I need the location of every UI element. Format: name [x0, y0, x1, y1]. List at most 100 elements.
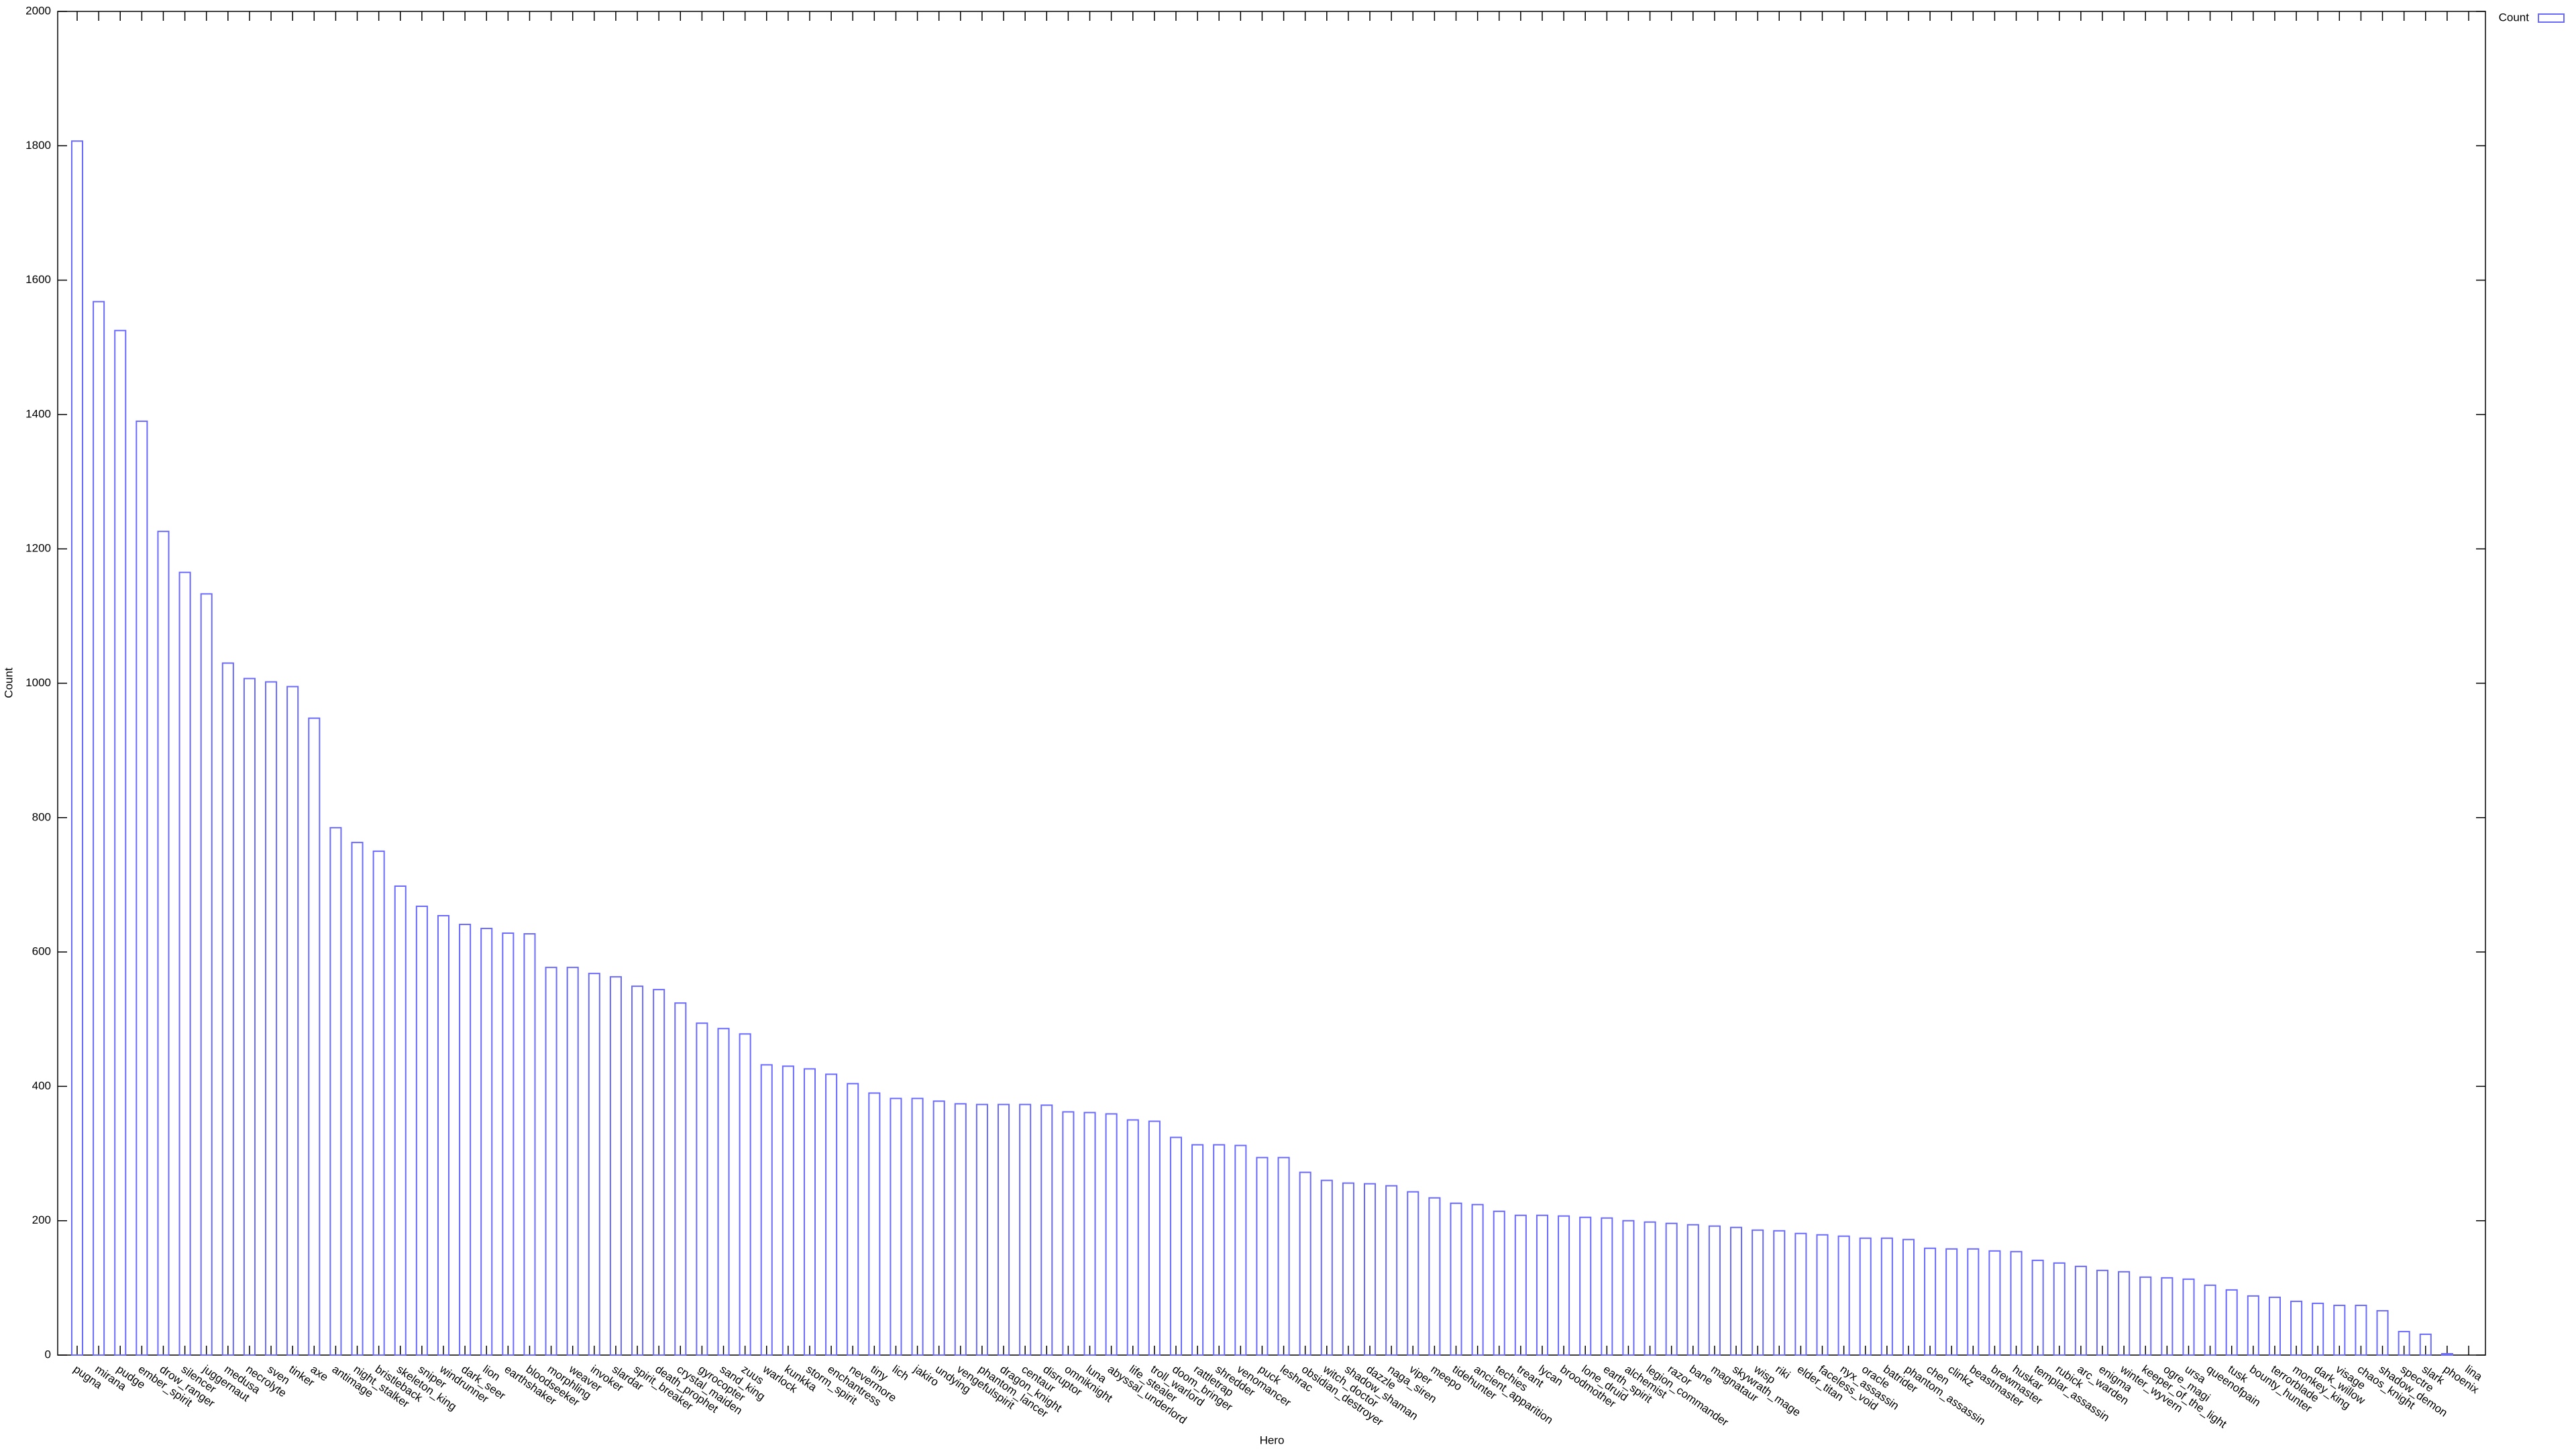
bar	[1752, 1229, 1764, 1356]
bar	[1837, 1235, 1850, 1356]
legend-label: Count	[2499, 11, 2530, 23]
bar	[1083, 1112, 1096, 1356]
bar	[459, 924, 472, 1356]
bar	[372, 850, 385, 1356]
y-tick-label: 1200	[25, 542, 51, 555]
bar	[2074, 1265, 2087, 1356]
bar	[847, 1083, 859, 1356]
bar	[1040, 1104, 1053, 1356]
bar	[2398, 1330, 2410, 1356]
bar	[1299, 1171, 1311, 1356]
bar	[825, 1073, 838, 1356]
y-tick-label: 2000	[25, 4, 51, 17]
bar	[739, 1033, 751, 1356]
bar	[1859, 1237, 1872, 1356]
bar	[1191, 1144, 1204, 1356]
bar	[178, 572, 191, 1356]
bar	[1169, 1136, 1183, 1356]
bar	[1493, 1210, 1505, 1356]
bar	[1794, 1232, 1807, 1356]
bar	[1988, 1250, 2001, 1356]
bar	[2139, 1276, 2152, 1356]
bar	[1967, 1248, 1980, 1356]
bar	[437, 915, 450, 1356]
bar	[1686, 1224, 1699, 1356]
y-tick-label: 400	[32, 1079, 51, 1092]
bar	[265, 681, 278, 1356]
legend-swatch	[2538, 13, 2565, 23]
bar	[911, 1097, 924, 1356]
bar	[93, 301, 105, 1356]
bar	[1902, 1238, 1915, 1356]
bar	[394, 885, 407, 1356]
bar	[868, 1092, 881, 1356]
bar	[286, 686, 299, 1356]
bar	[998, 1104, 1010, 1356]
bar	[782, 1065, 794, 1356]
bar	[954, 1103, 967, 1356]
bar	[975, 1104, 988, 1356]
bar	[1601, 1217, 1613, 1356]
bar	[2225, 1289, 2238, 1356]
bar	[2268, 1296, 2281, 1356]
y-tick-label: 1600	[25, 273, 51, 286]
bar	[1363, 1183, 1377, 1356]
bar	[609, 976, 622, 1356]
bar	[2419, 1333, 2432, 1356]
bar	[1945, 1248, 1958, 1356]
bar	[1342, 1182, 1354, 1356]
bar	[545, 967, 557, 1356]
bar	[1622, 1220, 1635, 1356]
y-tick-label: 1800	[25, 139, 51, 152]
bar	[1644, 1221, 1656, 1356]
bar	[502, 932, 515, 1356]
bar	[1708, 1225, 1721, 1356]
bar	[2312, 1302, 2324, 1356]
bar	[1816, 1234, 1829, 1356]
bar	[1450, 1202, 1462, 1356]
bar	[1558, 1215, 1570, 1356]
y-tick-label: 800	[32, 810, 51, 823]
x-tick-label: riki	[1773, 1362, 1792, 1381]
y-tick-label: 1000	[25, 676, 51, 689]
bar	[2440, 1352, 2453, 1356]
bar	[70, 140, 84, 1356]
bar	[631, 985, 644, 1356]
bar	[2161, 1277, 2174, 1356]
bar	[2053, 1262, 2065, 1356]
y-tick-label: 600	[32, 945, 51, 958]
bar	[200, 593, 213, 1356]
y-tick-label: 0	[45, 1348, 51, 1360]
bar	[1277, 1157, 1290, 1356]
bar	[1213, 1144, 1226, 1356]
bar	[136, 420, 148, 1356]
bar	[2096, 1269, 2109, 1356]
bar	[157, 531, 170, 1356]
bar	[588, 973, 600, 1356]
bar	[674, 1002, 687, 1356]
bar	[717, 1028, 730, 1356]
bar	[1019, 1104, 1032, 1356]
bar	[523, 933, 536, 1356]
bar	[1514, 1214, 1527, 1356]
plot-frame	[57, 11, 2486, 1356]
bar	[1579, 1216, 1592, 1356]
bar	[114, 329, 127, 1356]
bar	[2247, 1295, 2259, 1356]
bar	[2031, 1259, 2044, 1356]
y-tick-label: 1400	[25, 407, 51, 420]
bar	[1536, 1214, 1548, 1356]
bar	[1924, 1247, 1937, 1356]
x-axis-label: Hero	[1260, 1434, 1285, 1446]
bar	[2333, 1304, 2346, 1356]
bar	[1665, 1222, 1678, 1356]
bar	[803, 1068, 816, 1356]
bar	[1320, 1179, 1333, 1356]
bar	[653, 989, 665, 1356]
bar	[329, 826, 342, 1356]
bar	[2204, 1284, 2216, 1356]
bar	[480, 928, 493, 1356]
bar	[351, 841, 364, 1356]
bar	[2182, 1278, 2195, 1356]
